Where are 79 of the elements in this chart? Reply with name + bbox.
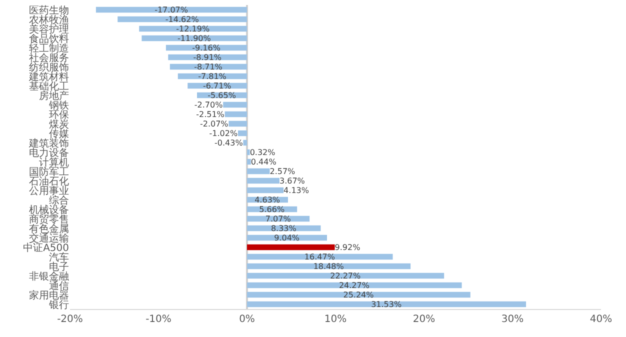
x-tick-label: 40% [590,314,612,325]
data-label: 4.63% [254,195,280,204]
data-label: 31.53% [371,300,402,309]
data-label: 9.04% [274,233,300,242]
data-label: 18.48% [313,262,344,271]
bar [247,272,444,279]
x-tick-label: 30% [501,314,524,325]
y-tick-label: 公用事业 [29,184,69,197]
x-tick-label: -20% [57,314,83,325]
data-label: -6.71% [202,81,232,90]
data-label: -2.51% [196,110,225,119]
bar [247,168,270,174]
y-tick-label: 机械设备 [29,204,69,216]
data-label: 9.92% [334,242,361,252]
y-tick-label: 交通运输 [29,232,69,244]
bar [228,120,247,127]
bar [223,102,247,108]
bar [247,149,250,156]
y-tick-label: 纺织服饰 [29,61,69,74]
y-tick-label: 房地产 [39,90,69,102]
data-label: -9.16% [192,43,221,52]
y-tick-label: 煤炭 [49,118,69,130]
y-tick-label: 国防军工 [29,166,69,178]
y-tick-label: 汽车 [49,251,69,264]
data-label: -5.65% [208,90,236,100]
bar [247,244,335,250]
y-tick-label: 医药生物 [29,4,69,16]
bar [247,292,470,298]
bar [247,158,251,165]
x-tick-label: 20% [412,314,436,325]
y-tick-label: 电力设备 [29,146,69,159]
data-label: -2.70% [194,100,224,110]
x-tick-label: -10% [146,314,172,325]
data-label: -17.07% [154,5,188,14]
y-tick-label: 综合 [49,194,69,206]
data-label: 24.27% [338,280,370,290]
y-tick-label: 商贸零售 [29,213,69,226]
bar [247,178,280,184]
data-label: 4.13% [284,186,310,195]
bar [247,187,284,194]
data-label: 8.33% [270,224,297,233]
data-label: 5.66% [259,204,285,214]
data-label: 16.47% [304,252,336,262]
y-tick-label: 银行 [48,300,69,311]
bar [224,111,247,118]
data-label: -1.02% [209,128,238,138]
y-tick-label: 电子 [49,260,69,273]
y-tick-label: 食品饮料 [29,32,69,45]
data-label: -14.62% [165,14,200,24]
x-tick-label: 0% [239,314,255,325]
data-label: -7.81% [198,72,227,81]
bar [247,282,462,288]
data-label: 25.24% [343,290,374,300]
data-label: -12.19% [176,24,210,34]
data-label: 2.57% [270,166,296,176]
data-label: 7.07% [265,214,292,224]
data-label: -0.43% [214,138,244,148]
y-tick-label: 环保 [49,110,69,121]
bar [238,130,247,136]
x-tick-label: 10% [324,314,347,325]
y-tick-label: 有色金属 [29,222,69,235]
y-tick-label: 石油石化 [29,175,69,188]
data-label: -2.07% [200,119,229,128]
y-tick-label: 计算机 [39,156,69,168]
data-label: -8.71% [194,62,223,72]
y-tick-label: 轻工制造 [29,42,69,54]
y-tick-label: 钢铁 [48,99,69,112]
data-label: 0.32% [250,148,276,157]
y-tick-label: 传媒 [49,128,69,140]
data-label: 0.44% [250,157,277,166]
y-tick-label: 家用电器 [29,289,69,302]
bar [247,301,526,308]
y-tick-label: 农林牧渔 [29,14,69,26]
data-label: 3.67% [279,176,306,186]
data-label: -8.91% [193,52,222,62]
y-tick-label: 社会服务 [29,52,69,64]
data-label: 22.27% [330,271,361,280]
bar [243,140,247,146]
data-label: -11.90% [177,34,212,43]
